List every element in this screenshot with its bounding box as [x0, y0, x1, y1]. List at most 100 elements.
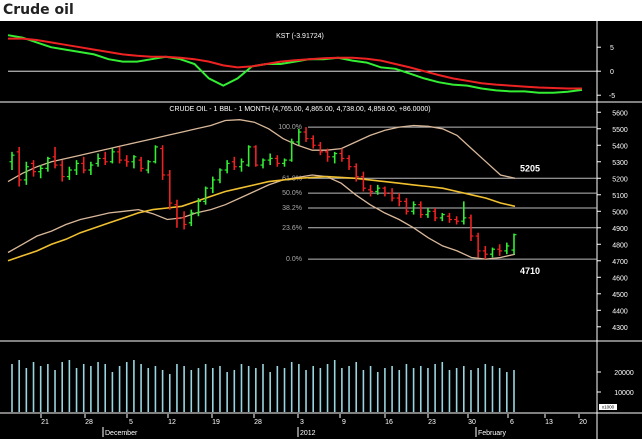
price-bar — [9, 151, 15, 171]
price-bar — [109, 148, 115, 164]
kst-line — [7, 34, 583, 94]
x-day-label: 3 — [300, 419, 304, 426]
price-bar — [368, 184, 374, 197]
price-bar — [31, 160, 37, 177]
price-bar — [432, 207, 438, 222]
price-tick-label: 4300 — [612, 325, 628, 332]
x-day-label: 6 — [510, 419, 514, 426]
x-day-label: 28 — [254, 419, 262, 426]
fib-level-label: 50.0% — [282, 190, 302, 197]
kst-tick-label: -5 — [609, 93, 615, 100]
price-bar — [418, 201, 424, 218]
price-bar — [267, 153, 273, 166]
price-bar — [66, 166, 72, 180]
price-bar — [195, 198, 201, 217]
price-tick-label: 4500 — [612, 292, 628, 299]
x-day-label: 5 — [129, 419, 133, 426]
x-month-label: February — [478, 430, 507, 437]
price-bar — [160, 145, 166, 180]
x-day-label: 19 — [212, 419, 220, 426]
price-bar — [353, 163, 359, 182]
kst-title: KST (-3.91724) — [276, 33, 324, 40]
price-tick-label: 5000 — [612, 209, 628, 216]
price-bar — [296, 128, 302, 146]
price-bar — [210, 176, 216, 194]
price-bar — [289, 138, 295, 162]
price-bar — [131, 155, 137, 169]
price-tick-label: 4400 — [612, 308, 628, 315]
price-bar — [511, 233, 517, 255]
annotation-5205: 5205 — [520, 163, 540, 173]
annotation-4710: 4710 — [520, 266, 540, 276]
price-bar — [475, 232, 481, 258]
fib-level-label: 38.2% — [282, 205, 302, 212]
x-day-label: 30 — [468, 419, 476, 426]
volume-tick-label: 10000 — [614, 390, 634, 397]
volume-unit-box — [599, 404, 617, 410]
price-bar — [482, 245, 488, 260]
price-bar — [454, 216, 460, 225]
price-bar — [124, 155, 130, 167]
price-bar — [497, 244, 503, 256]
price-bar — [203, 186, 209, 205]
price-bar — [382, 186, 388, 197]
x-day-label: 16 — [385, 419, 393, 426]
price-bar — [282, 158, 288, 167]
x-day-label: 12 — [168, 419, 176, 426]
price-tick-label: 4600 — [612, 275, 628, 282]
price-tick-label: 4900 — [612, 226, 628, 233]
x-day-label: 13 — [545, 419, 553, 426]
price-tick-label: 5600 — [612, 110, 628, 117]
kst-tick-label: 5 — [610, 45, 614, 52]
price-title: CRUDE OIL - 1 BBL - 1 MONTH (4,765.00, 4… — [169, 106, 430, 113]
fib-level-label: 100.0% — [278, 124, 302, 131]
price-bar — [145, 160, 151, 174]
x-month-label: December — [105, 430, 138, 437]
price-bar — [224, 160, 230, 174]
price-bar — [117, 146, 123, 164]
x-month-label: 2012 — [300, 430, 316, 437]
price-bar — [389, 188, 395, 202]
price-bar — [246, 145, 252, 167]
price-tick-label: 5100 — [612, 193, 628, 200]
price-bar — [59, 160, 65, 182]
moving-average-line — [7, 175, 516, 262]
price-bar — [439, 212, 445, 222]
price-bar — [425, 207, 431, 218]
price-tick-label: 5200 — [612, 176, 628, 183]
price-bar — [231, 156, 237, 171]
price-bar — [468, 214, 474, 241]
price-bar — [138, 156, 144, 172]
price-bar — [38, 165, 44, 179]
price-bar — [260, 158, 266, 169]
price-bar — [74, 160, 80, 175]
price-tick-label: 4700 — [612, 259, 628, 266]
price-tick-label: 5400 — [612, 143, 628, 150]
price-bar — [403, 198, 409, 215]
price-bar — [45, 156, 51, 172]
price-bar — [217, 168, 223, 184]
kst-signal-line — [8, 37, 582, 90]
volume-unit-label: x1000 — [602, 405, 615, 410]
fib-level-label: 23.6% — [282, 225, 302, 232]
kst-tick-label: 0 — [610, 69, 614, 76]
price-bar — [325, 148, 331, 162]
price-bar — [167, 170, 173, 210]
price-tick-label: 4800 — [612, 242, 628, 249]
page-title: Crude oil — [3, 2, 74, 18]
lower-band-line — [7, 174, 516, 260]
price-bar — [88, 161, 94, 175]
price-bar — [152, 145, 158, 164]
price-bar — [332, 151, 338, 164]
price-tick-label: 5300 — [612, 160, 628, 167]
price-bar — [489, 247, 495, 258]
price-bar — [310, 135, 316, 149]
x-day-label: 20 — [579, 419, 587, 426]
price-bar — [95, 153, 101, 167]
x-day-label: 21 — [41, 419, 49, 426]
price-bar — [238, 158, 244, 172]
price-bar — [461, 201, 467, 225]
price-tick-label: 5500 — [612, 127, 628, 134]
price-bar — [253, 145, 259, 167]
price-bar — [303, 127, 309, 142]
